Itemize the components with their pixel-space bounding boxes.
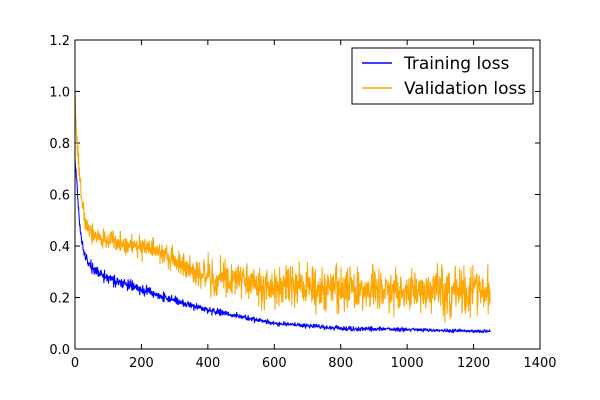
y-tick-label: 0.6 <box>49 189 70 204</box>
y-tick-label: 0.4 <box>49 240 70 255</box>
legend-box <box>351 47 534 105</box>
x-tick-label: 0 <box>71 356 79 371</box>
series-line-validation-loss <box>74 89 491 324</box>
x-tick-label: 200 <box>129 356 154 371</box>
x-tick-label: 1000 <box>391 356 424 371</box>
y-tick-label: 1.2 <box>49 34 70 49</box>
y-tick-label: 1.0 <box>49 86 70 101</box>
y-axis: 0.0 0.2 0.4 0.6 0.8 1.0 1.2 <box>49 34 540 358</box>
x-tick-label: 400 <box>195 356 220 371</box>
y-tick-label: 0.2 <box>49 292 70 307</box>
x-axis: 0 200 400 600 800 1000 1200 1400 <box>71 40 557 371</box>
plot-lines <box>74 89 491 334</box>
legend-label-training-loss: Training loss <box>403 54 509 74</box>
series-line-training-loss <box>74 158 491 334</box>
x-tick-label: 1400 <box>523 356 556 371</box>
legend-label-validation-loss: Validation loss <box>404 79 526 99</box>
x-tick-label: 600 <box>262 356 287 371</box>
y-tick-label: 0.8 <box>49 137 70 152</box>
x-tick-label: 800 <box>328 356 353 371</box>
x-tick-label: 1200 <box>457 356 490 371</box>
y-tick-label: 0.0 <box>49 343 70 358</box>
legend: Training loss Validation loss <box>351 47 534 105</box>
plot-frame <box>74 39 541 350</box>
